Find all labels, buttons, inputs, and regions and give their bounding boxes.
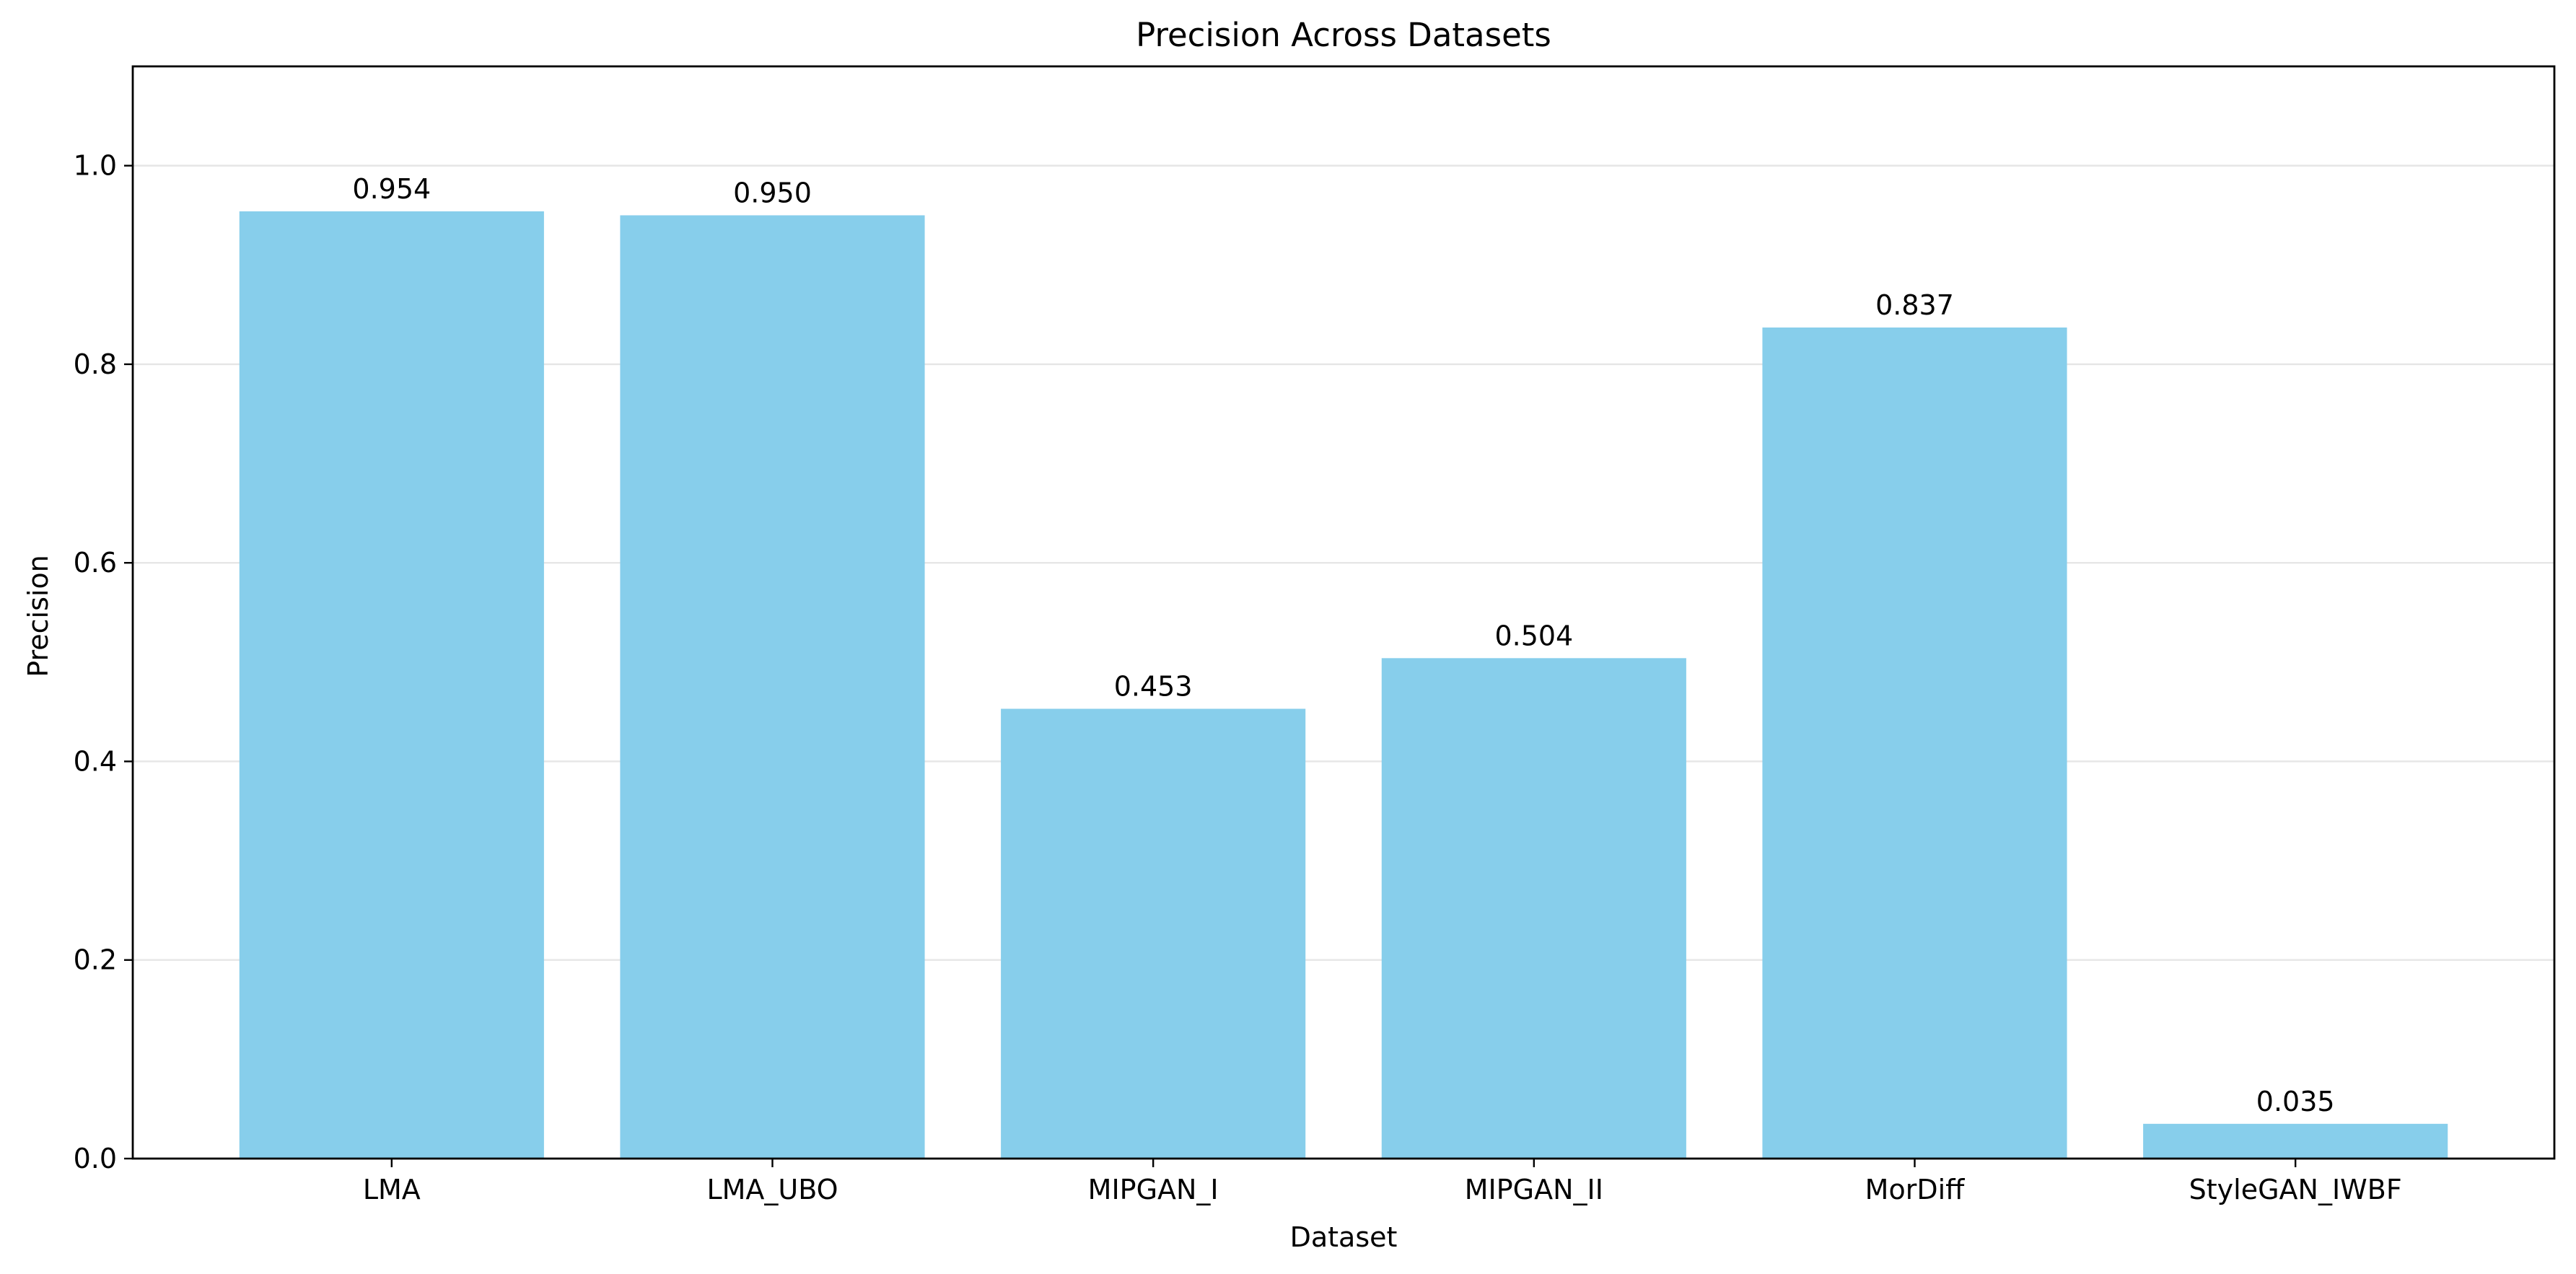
bars-layer (239, 211, 2448, 1159)
x-tick-label: MIPGAN_II (1465, 1174, 1603, 1205)
y-tick-label: 0.2 (74, 944, 117, 976)
x-tick-label: StyleGAN_IWBF (2189, 1174, 2402, 1205)
bar-value-label: 0.453 (1114, 671, 1193, 703)
bar-value-label: 0.954 (352, 173, 431, 205)
bar-stylegan-iwbf (2143, 1123, 2448, 1159)
bar-lma-ubo (620, 215, 925, 1159)
bar-value-label: 0.950 (733, 177, 812, 208)
bar-value-label: 0.504 (1494, 620, 1573, 651)
bar-mordiff (1762, 327, 2067, 1159)
y-tick-label: 0.4 (74, 745, 117, 777)
x-axis-label: Dataset (1290, 1221, 1398, 1253)
bar-lma (239, 211, 544, 1159)
y-axis-label: Precision (22, 555, 54, 677)
x-axis-ticks: LMA LMA_UBO MIPGAN_I MIPGAN_II MorDiff StyleG… (363, 1159, 2402, 1205)
x-tick-label: LMA_UBO (706, 1174, 838, 1205)
x-tick-label: MorDiff (1865, 1174, 1965, 1205)
bar-value-label: 0.035 (2256, 1086, 2335, 1117)
y-axis-ticks: 0.0 0.2 0.4 0.6 0.8 1.0 (74, 150, 133, 1174)
y-tick-label: 0.6 (74, 547, 117, 579)
x-tick-label: MIPGAN_I (1088, 1174, 1219, 1205)
plot-frame (131, 65, 2556, 1160)
y-tick-label: 0.0 (74, 1143, 117, 1174)
y-tick-label: 1.0 (74, 150, 117, 182)
chart-title: Precision Across Datasets (1136, 16, 1551, 54)
bar-mipgan-ii (1381, 658, 1686, 1159)
bar-value-label: 0.837 (1875, 289, 1954, 321)
bar-labels-layer: 0.954 0.950 0.453 0.504 0.837 0.035 (352, 173, 2334, 1117)
bar-mipgan-i (1001, 708, 1306, 1159)
y-tick-label: 0.8 (74, 348, 117, 380)
x-tick-label: LMA (363, 1174, 421, 1205)
